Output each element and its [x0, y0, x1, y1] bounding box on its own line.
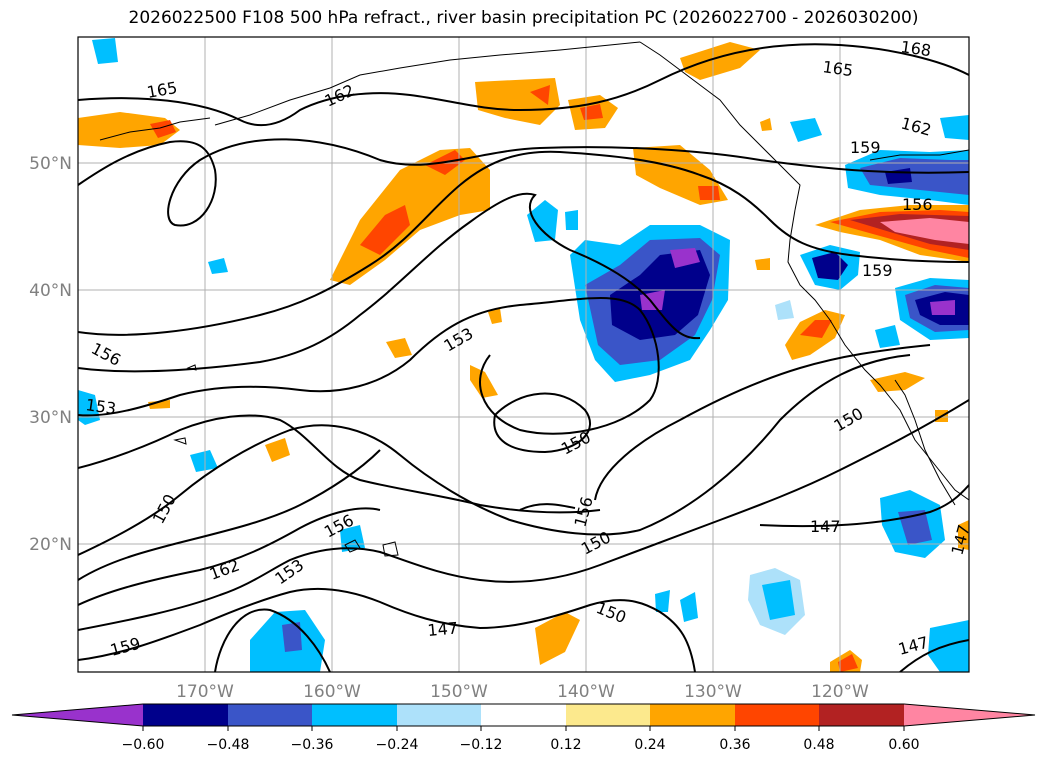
colorbar-tick-label: 0.12	[550, 737, 581, 753]
positive-anomaly-region	[958, 520, 969, 550]
map-border	[77, 36, 970, 673]
contour-lines	[78, 43, 969, 672]
negative-anomaly-region	[680, 592, 698, 622]
colorbar-segment	[735, 704, 819, 726]
colorbar-segment	[650, 704, 735, 726]
negative-anomaly-region	[860, 158, 969, 195]
lon-label: 150°W	[430, 682, 488, 702]
positive-anomaly-region	[360, 205, 410, 255]
map-title: 2026022500 F108 500 hPa refract., river …	[128, 8, 919, 28]
negative-anomaly-region	[928, 620, 969, 672]
colorbar-min-extension	[12, 704, 143, 726]
negative-anomaly-region	[190, 450, 218, 472]
lon-label: 120°W	[811, 682, 869, 702]
contour-label: 153	[84, 395, 117, 418]
negative-anomaly-region	[775, 300, 794, 320]
negative-anomaly-region	[930, 300, 955, 315]
colorbar-segment	[819, 704, 904, 726]
positive-anomaly-region	[800, 320, 832, 338]
lat-label: 30°N	[29, 408, 72, 428]
lat-label: 40°N	[29, 281, 72, 301]
positive-anomaly-region	[535, 612, 580, 665]
lat-label: 20°N	[29, 535, 72, 555]
positive-anomaly-region	[698, 186, 720, 200]
colorbar-tick-label: −0.60	[122, 737, 165, 753]
negative-anomaly-region	[898, 510, 932, 545]
colorbar-tick-label: 0.36	[719, 737, 750, 753]
colorbar-segment	[566, 704, 650, 726]
positive-anomaly-region	[386, 338, 412, 358]
colorbar-tick-label: 0.48	[803, 737, 834, 753]
negative-anomaly-region	[790, 118, 822, 142]
positive-anomaly-region	[330, 148, 490, 285]
lon-label: 160°W	[303, 682, 361, 702]
colorbar-tick-label: −0.24	[376, 737, 419, 753]
negative-anomaly-region	[762, 580, 795, 620]
contour-label: 165	[821, 57, 854, 80]
lon-label: 140°W	[557, 682, 615, 702]
colorbar-tick-label: 0.60	[888, 737, 919, 753]
colorbar-segment	[397, 704, 481, 726]
negative-anomaly-region	[875, 325, 900, 348]
positive-anomaly-region	[148, 400, 170, 409]
colorbar-segment	[143, 704, 228, 726]
negative-anomaly-region	[655, 590, 670, 612]
positive-anomaly-region	[838, 654, 858, 672]
negative-anomaly-region	[208, 258, 228, 274]
negative-anomaly-region	[527, 200, 558, 242]
map-area	[78, 37, 969, 672]
lon-label: 170°W	[176, 682, 234, 702]
colorbar-tick-label: −0.12	[460, 737, 503, 753]
contour-label: 159	[850, 138, 881, 157]
negative-anomaly-region	[92, 38, 118, 64]
colorbar-segment	[312, 704, 397, 726]
positive-anomaly-region	[530, 85, 550, 105]
negative-anomaly-region	[940, 115, 969, 140]
negative-anomaly-region	[812, 252, 848, 280]
colorbar-tick-label: −0.48	[207, 737, 250, 753]
positive-anomaly-region	[265, 438, 290, 462]
coastlines	[99, 41, 969, 557]
graticule	[78, 37, 969, 672]
lat-label: 50°N	[29, 154, 72, 174]
colorbar: −0.60 −0.48 −0.36 −0.24 −0.12 0.12 0.24 …	[11, 703, 1036, 753]
contour-label: 168	[899, 37, 932, 60]
negative-anomaly-region	[565, 210, 578, 230]
contour-label: 147	[810, 517, 841, 536]
positive-anomaly-region	[760, 118, 772, 131]
shaded-anomaly-regions	[78, 38, 969, 672]
positive-anomaly-region	[488, 308, 502, 324]
colorbar-segment	[228, 704, 312, 726]
positive-anomaly-region	[880, 218, 969, 244]
contour-label: 147	[427, 618, 459, 640]
positive-anomaly-region	[150, 120, 176, 138]
contour-label: 156	[902, 195, 933, 214]
colorbar-max-extension	[904, 704, 1035, 726]
colorbar-segment	[481, 704, 566, 726]
colorbar-tick-label: 0.24	[634, 737, 665, 753]
colorbar-tick-label: −0.36	[291, 737, 334, 753]
lon-label: 130°W	[684, 682, 742, 702]
positive-anomaly-region	[470, 365, 498, 398]
longitude-labels: 170°W 160°W 150°W 140°W 130°W 120°W	[176, 682, 869, 702]
positive-anomaly-region	[755, 258, 770, 270]
negative-anomaly-region	[282, 622, 302, 652]
positive-anomaly-region	[870, 372, 925, 392]
latitude-labels: 50°N 40°N 30°N 20°N	[29, 154, 72, 555]
negative-anomaly-region	[670, 248, 700, 268]
contour-label: 159	[862, 261, 893, 280]
